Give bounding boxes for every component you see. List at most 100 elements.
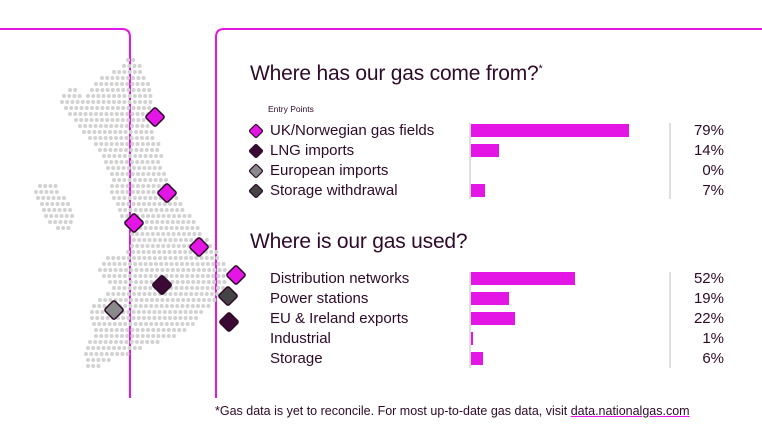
map-dot [98,298,102,302]
map-dot [40,202,44,206]
map-dot [195,262,200,266]
map-dot [82,130,86,134]
map-dot [190,286,194,290]
map-dot [130,328,135,332]
map-dot [216,286,220,290]
map-dot [94,328,98,332]
map-dot [93,136,98,140]
map-dot [122,70,127,74]
map-dot [104,124,108,128]
map-dot [146,190,151,194]
map-dot [165,268,170,272]
map-dot [206,304,211,308]
map-dot [145,244,150,248]
map-dot [64,106,68,110]
chart-title-sources: Where has our gas come from?* [250,62,543,85]
map-entry-markers [104,107,246,332]
map-dot [43,184,48,188]
map-dot [140,340,144,344]
data-link[interactable]: data.nationalgas.com [570,404,690,418]
map-dot [191,298,196,302]
map-dot [68,208,72,212]
map-dot [139,280,144,284]
map-dot [98,124,103,128]
map-marker-icon [157,183,177,203]
map-dot [144,208,148,212]
value-label: 19% [693,290,724,307]
map-dot [130,142,135,146]
map-dot [141,118,146,122]
map-dot [130,184,135,188]
map-marker-icon [104,300,124,320]
map-dot [122,154,127,158]
value-label: 79% [693,122,724,139]
map-dot [131,310,136,314]
map-dot [155,268,160,272]
map-dot [206,262,210,266]
map-dot [169,226,174,230]
map-dot [98,136,103,140]
map-dot [145,124,150,128]
map-dot [140,232,145,236]
map-dot [168,238,173,242]
value-label: 14% [693,142,724,159]
map-dot [138,208,143,212]
map-dot [178,310,183,314]
map-dot [125,352,130,356]
category-label: Storage withdrawal [270,182,398,199]
map-dot [115,172,120,176]
map-dot [44,214,48,218]
map-dot [94,112,98,116]
map-dot [142,202,146,206]
map-dot [147,316,152,320]
map-dot [144,268,149,272]
category-label: UK/Norwegian gas fields [270,122,435,139]
bar [471,292,509,305]
map-dot [217,268,222,272]
map-dot [201,280,206,284]
map-dot [136,106,141,110]
legend-diamond-icon [248,143,264,159]
map-dot [154,262,158,266]
map-dot [155,220,160,224]
map-dot [131,202,136,206]
map-dot [174,196,179,200]
map-dot [150,160,155,164]
map-dot [139,298,144,302]
map-dot [102,322,107,326]
map-dot [146,172,151,176]
map-dot [62,94,66,98]
map-dot [84,352,88,356]
map-dot [141,190,146,194]
map-dot [159,226,164,230]
map-dot [62,208,67,212]
map-dot [147,238,152,242]
map-dot [212,280,216,284]
map-dot [212,298,217,302]
map-dot [153,196,158,200]
map-dot [149,130,154,134]
map-dot [159,322,164,326]
map-dot [174,226,179,230]
map-dot [130,82,135,86]
map-dot [175,322,180,326]
map-dot [155,148,160,152]
map-dot [188,316,193,320]
map-dot [86,364,90,368]
map-dot [161,328,166,332]
map-dot [132,94,137,98]
map-dot [86,100,90,104]
map-dot [100,88,105,92]
map-dot [87,130,92,134]
map-dot [194,292,199,296]
map-dot [150,298,154,302]
map-dot [107,274,112,278]
map-dot [36,196,40,200]
map-dot [151,214,156,218]
map-dot [121,166,126,170]
map-dot [56,196,61,200]
map-dot [61,226,66,230]
map-marker-icon [145,107,165,127]
map-dot [133,322,138,326]
map-dot [131,250,136,254]
